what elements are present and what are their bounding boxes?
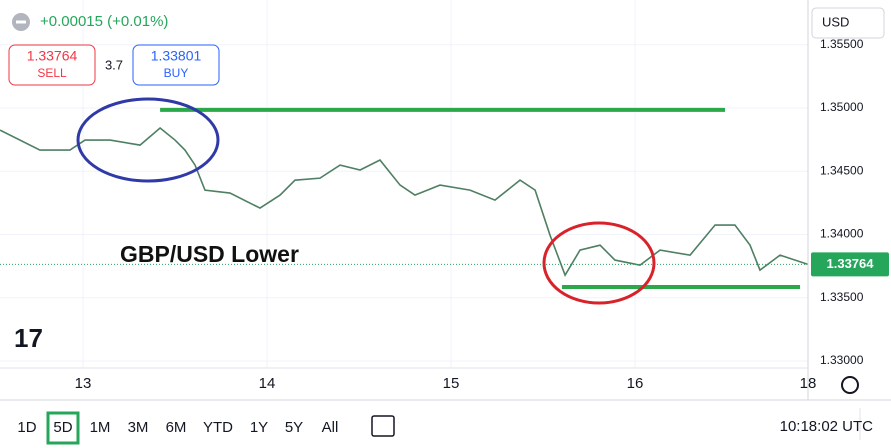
currency-button[interactable] <box>811 7 885 39</box>
timeframe[interactable]: 1M <box>90 419 111 436</box>
y-tick-label: 1.33000 <box>820 353 864 367</box>
last-price-label: 1.33764 <box>827 256 875 271</box>
timeframe[interactable]: 1Y <box>250 419 268 436</box>
x-tick-label: 18 <box>800 375 817 392</box>
buy-label[interactable]: BUY <box>164 66 189 80</box>
x-tick-label: 14 <box>259 375 276 392</box>
spread: 3.7 <box>105 57 123 72</box>
y-tick-label: 1.35500 <box>820 37 864 51</box>
x-tick-label: 15 <box>443 375 460 392</box>
timeframe[interactable]: YTD <box>203 419 233 436</box>
y-tick-label: 1.34000 <box>820 227 864 241</box>
timeframe[interactable]: 6M <box>166 419 187 436</box>
sell-price[interactable]: 1.33764 <box>27 48 78 64</box>
circle-drawing <box>542 221 656 305</box>
x-tick-label: 13 <box>75 375 92 392</box>
sell-button[interactable] <box>8 44 96 86</box>
logo: 17 <box>14 323 43 353</box>
change: +0.00015 (+0.01%) <box>40 13 168 30</box>
date-range-icon[interactable] <box>371 415 395 437</box>
last-price-tag <box>811 252 889 277</box>
currency[interactable]: USD <box>822 14 849 29</box>
x-tick-label: 16 <box>627 375 644 392</box>
settings-icon[interactable] <box>841 376 859 394</box>
timeframe[interactable]: 3M <box>128 419 149 436</box>
price-line <box>0 126 809 277</box>
timeframe[interactable]: 1D <box>17 419 36 436</box>
annotation: GBP/USD Lower <box>120 241 299 267</box>
y-tick-label: 1.34500 <box>820 163 864 177</box>
clock: 10:18:02 UTC <box>780 418 874 435</box>
buy-button[interactable] <box>132 44 220 86</box>
y-tick-label: 1.33500 <box>820 290 864 304</box>
icon <box>16 20 26 24</box>
buy-price[interactable]: 1.33801 <box>151 48 202 64</box>
timeframe[interactable]: 5D <box>53 419 72 436</box>
timeframe[interactable]: All <box>322 419 339 436</box>
active-timeframe <box>46 411 80 445</box>
timeframe[interactable]: 5Y <box>285 419 303 436</box>
y-tick-label: 1.35000 <box>820 100 864 114</box>
circle-drawing <box>76 97 220 183</box>
sell-label[interactable]: SELL <box>37 66 67 80</box>
